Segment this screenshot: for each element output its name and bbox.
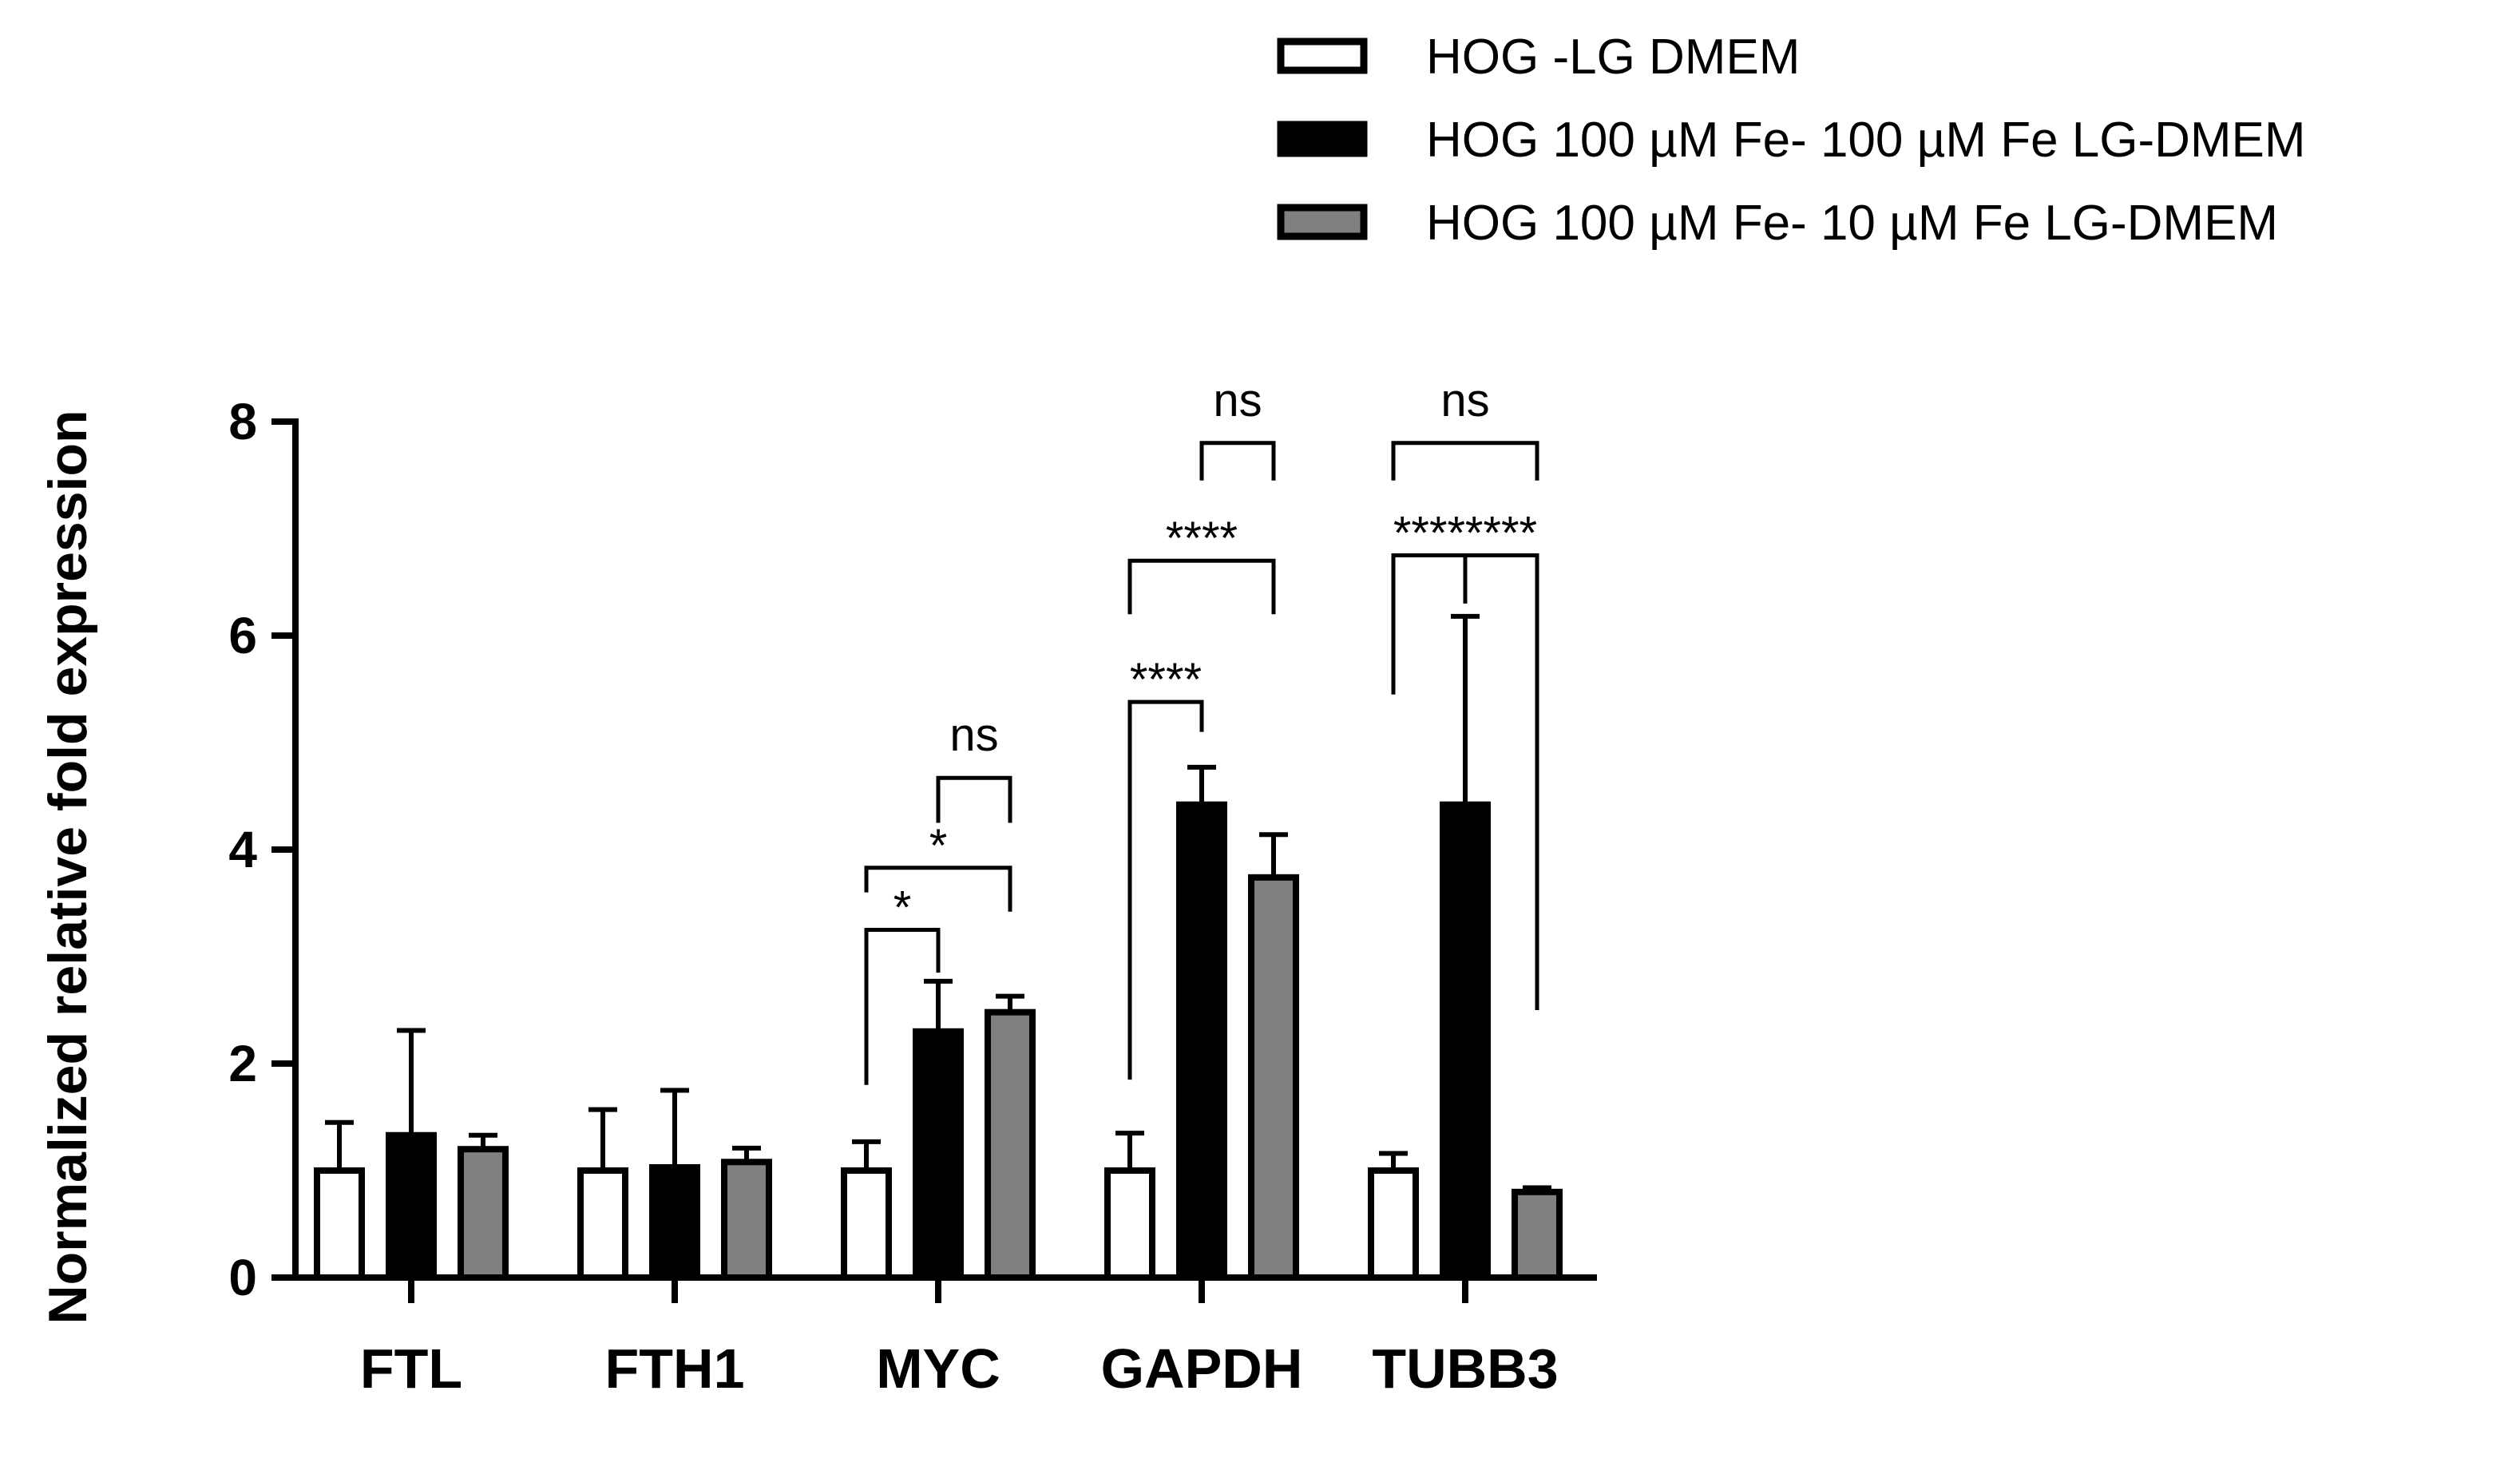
legend-label: HOG 100 µM Fe- 100 µM Fe LG-DMEM — [1426, 113, 2306, 168]
y-tick-label: 0 — [228, 1249, 257, 1306]
legend-swatch — [1277, 38, 1368, 74]
bar — [913, 1028, 964, 1282]
bar — [985, 1008, 1036, 1282]
y-tick-label: 4 — [228, 821, 257, 878]
significance-label: **** — [1465, 508, 1537, 560]
y-tick-label: 6 — [228, 607, 257, 664]
x-category-label: TUBB3 — [1372, 1337, 1558, 1400]
significance-label: **** — [1166, 513, 1238, 565]
significance-bracket — [864, 928, 941, 1085]
significance-bracket — [1391, 441, 1539, 481]
legend: HOG -LG DMEM HOG 100 µM Fe- 100 µM Fe LG-… — [1277, 30, 2306, 251]
bars — [314, 613, 1563, 1282]
bar — [1368, 1167, 1419, 1281]
bar — [386, 1131, 437, 1282]
significance-label: ns — [949, 709, 998, 761]
significance-bracket — [1127, 699, 1204, 1080]
significance-bracket — [864, 866, 1012, 912]
y-tick-label: 2 — [228, 1035, 257, 1092]
bar — [841, 1167, 892, 1281]
bar — [1248, 874, 1299, 1281]
y-tick-label: 8 — [228, 393, 257, 450]
significance-bracket — [1127, 558, 1276, 615]
bar — [649, 1163, 700, 1281]
y-axis-title-group: Normalized relative fold expression — [38, 410, 98, 1324]
bar — [458, 1146, 509, 1281]
significance-label: **** — [1130, 654, 1202, 706]
x-category-label: MYC — [876, 1337, 1000, 1400]
legend-swatch — [1277, 204, 1368, 240]
x-category-label: FTL — [360, 1337, 462, 1400]
bar — [314, 1167, 365, 1281]
legend-label: HOG -LG DMEM — [1426, 30, 1800, 85]
bar — [1512, 1188, 1563, 1282]
significance-label: * — [929, 820, 948, 872]
significance-label: ns — [1440, 374, 1489, 426]
significance-label: **** — [1393, 508, 1465, 560]
bar — [1176, 801, 1227, 1281]
x-category-label: FTH1 — [605, 1337, 745, 1400]
significance-label: ns — [1213, 374, 1262, 426]
significance-bracket — [936, 775, 1012, 823]
bar — [1440, 801, 1491, 1281]
legend-swatch — [1277, 121, 1368, 157]
significance-bracket — [1199, 441, 1276, 481]
bar — [577, 1167, 628, 1281]
x-category-label: GAPDH — [1101, 1337, 1303, 1400]
y-axis-title: Normalized relative fold expression — [38, 410, 98, 1324]
significance-bracket — [1391, 553, 1468, 695]
significance-brackets: **ns********ns**** ****ns — [864, 374, 1539, 1085]
bar — [721, 1159, 772, 1282]
significance-label: * — [893, 882, 912, 934]
legend-label: HOG 100 µM Fe- 10 µM Fe LG-DMEM — [1426, 196, 2278, 251]
bar — [1104, 1167, 1155, 1281]
significance-bracket — [1463, 553, 1539, 1010]
axes: 0 2 4 6 8 FTL FTH1 MYC GAPDH TUBB3 — [228, 393, 1597, 1400]
